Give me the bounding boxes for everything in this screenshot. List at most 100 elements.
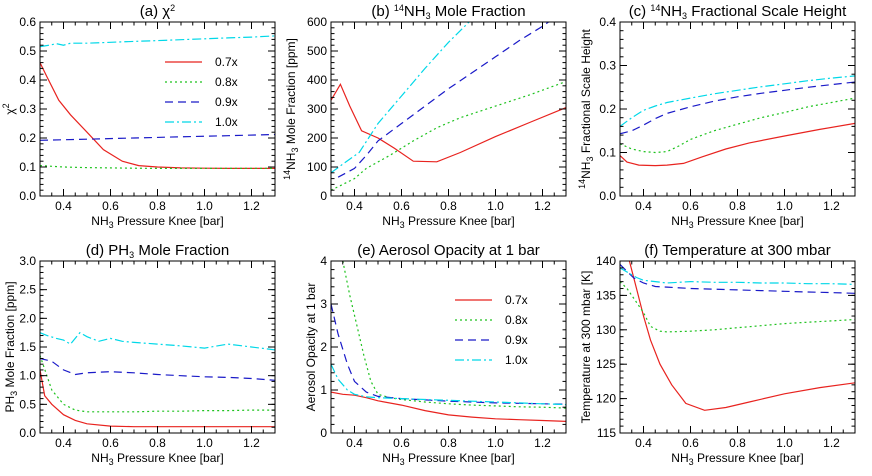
y-tick-label: 0.4 xyxy=(599,15,616,29)
panel-title: (f) Temperature at 300 mbar xyxy=(644,242,830,259)
series-line-1.0x xyxy=(620,75,855,127)
x-tick-label: 1.2 xyxy=(243,436,260,450)
y-tick-label: 0.5 xyxy=(19,397,36,411)
y-tick-label: 4 xyxy=(320,254,327,268)
x-tick-label: 1.2 xyxy=(534,436,551,450)
panel-title-pre: (c) xyxy=(629,3,651,20)
panel-title-pre: (b) xyxy=(371,3,394,20)
y-axis-label: χ2 xyxy=(1,103,17,114)
panel-title-post: Fractional Scale Height xyxy=(687,3,847,20)
series-line-0.7x xyxy=(620,122,855,167)
panel-title-sup: 2 xyxy=(170,3,175,13)
panel-1: 0.4 0.6 0.8 1.0 1.2 0.0 0.1 0.2 0.3 0.4 0.5 0.6 (a) … xyxy=(1,3,276,230)
panel-title-pre: (a) χ xyxy=(140,3,171,20)
y-tick-label: 2 xyxy=(320,340,327,354)
x-axis-label-post: Pressure Knee [bar] xyxy=(405,214,515,228)
y-axis-label-mid: NH xyxy=(579,162,593,179)
y-axis-label-mid: NH xyxy=(284,153,298,170)
y-tick-label: 0.0 xyxy=(19,426,36,440)
x-tick-label: 1.0 xyxy=(196,436,213,450)
y-tick-label: 1.5 xyxy=(19,340,36,354)
series-line-0.9x xyxy=(331,303,566,405)
y-tick-label: 0.1 xyxy=(19,160,36,174)
series-line-0.7x xyxy=(40,62,275,169)
y-tick-label: 0 xyxy=(320,426,327,440)
x-tick-label: 1.0 xyxy=(487,199,504,213)
y-axis-label-sub: 3 xyxy=(290,148,300,153)
y-axis-label: 14NH3 Fractional Scale Height xyxy=(577,28,595,188)
x-tick-label: 1.0 xyxy=(776,199,793,213)
y-tick-label: 100 xyxy=(307,160,327,174)
x-axis-label-post: Pressure Knee [bar] xyxy=(114,451,224,465)
x-axis-label: NH3 Pressure Knee [bar] xyxy=(91,451,223,467)
y-tick-label: 0.2 xyxy=(599,102,616,116)
x-tick-label: 0.6 xyxy=(393,199,410,213)
y-tick-label: 0.5 xyxy=(19,44,36,58)
legend: 0.7x 0.8x 0.9x 1.0x xyxy=(455,293,528,367)
x-axis-label-pre: NH xyxy=(671,451,688,465)
series-line-0.8x xyxy=(620,97,855,154)
y-tick-label: 0.4 xyxy=(19,73,36,87)
legend-label: 1.0x xyxy=(215,115,238,129)
y-tick-label: 0.1 xyxy=(599,146,616,160)
x-axis-label-post: Pressure Knee [bar] xyxy=(405,451,515,465)
legend: 0.7x 0.8x 0.9x 1.0x xyxy=(165,55,238,129)
panel-3: 0.4 0.6 0.8 1.0 1.20.00.10.20.30.4(c) 14NH3 … xyxy=(577,3,856,230)
series-line-1.0x xyxy=(331,363,566,406)
series-line-0.8x xyxy=(40,355,275,413)
x-axis-label: NH3 Pressure Knee [bar] xyxy=(382,451,514,467)
x-axis-label: NH3 Pressure Knee [bar] xyxy=(671,214,803,230)
x-tick-label: 0.6 xyxy=(682,199,699,213)
y-tick-label: 135 xyxy=(596,288,616,302)
x-tick-label: 0.4 xyxy=(635,436,652,450)
plot-frame xyxy=(619,21,856,197)
panel-title: (e) Aerosol Opacity at 1 bar xyxy=(357,242,540,259)
x-axis-label-post: Pressure Knee [bar] xyxy=(694,214,804,228)
series-line-0.9x xyxy=(337,22,550,178)
y-axis-label-sup: 14 xyxy=(282,170,292,180)
y-axis-label-pre: PH xyxy=(3,396,17,413)
panel-title-sub: 3 xyxy=(426,11,431,21)
series-line-0.8x xyxy=(620,281,855,333)
y-axis-label: PH3 Mole Fraction [ppm] xyxy=(3,281,19,412)
y-tick-label: 130 xyxy=(596,323,616,337)
panel-title-post: Mole Fraction xyxy=(134,242,229,259)
y-axis-label: Aerosol Opacity at 1 bar xyxy=(304,283,318,412)
y-tick-label: 400 xyxy=(307,73,327,87)
series-line-1.0x xyxy=(620,267,855,285)
x-tick-label: 0.4 xyxy=(55,436,72,450)
x-tick-label: 0.8 xyxy=(440,199,457,213)
y-axis-label-sup: 14 xyxy=(577,179,587,189)
legend-label: 0.7x xyxy=(505,293,528,307)
plot-frame xyxy=(330,21,567,197)
y-axis-label-post: Mole Fraction [ppm] xyxy=(3,281,17,390)
y-axis-label-pre: Temperature at 300 mbar [K] xyxy=(579,271,593,424)
x-axis-label-pre: NH xyxy=(382,214,399,228)
series-line-0.8x xyxy=(331,80,566,191)
x-axis-label-sub: 3 xyxy=(689,220,694,230)
y-axis-label-sup: 2 xyxy=(1,103,11,108)
y-tick-label: 0.6 xyxy=(19,15,36,29)
y-tick-label: 2.5 xyxy=(19,283,36,297)
panel-title-sub: 3 xyxy=(682,11,687,21)
panel-6: 0.4 0.6 0.8 1.0 1.2 115 120 125 130 135 140 (f) Tem… xyxy=(579,242,856,467)
x-axis-label-sub: 3 xyxy=(109,457,114,467)
y-tick-label: 3 xyxy=(320,297,327,311)
y-tick-label: 1.0 xyxy=(19,369,36,383)
y-axis-label-post: Fractional Scale Height xyxy=(579,28,593,156)
x-tick-label: 1.2 xyxy=(534,199,551,213)
y-tick-label: 0 xyxy=(320,189,327,203)
x-tick-label: 1.2 xyxy=(823,199,840,213)
series-line-0.7x xyxy=(40,369,275,428)
panel-title-sup: 14 xyxy=(650,3,660,13)
y-tick-label: 125 xyxy=(596,357,616,371)
x-tick-label: 1.2 xyxy=(823,436,840,450)
x-tick-label: 0.4 xyxy=(346,436,363,450)
x-axis-label-sub: 3 xyxy=(400,457,405,467)
x-tick-label: 0.6 xyxy=(102,199,119,213)
x-axis-label-pre: NH xyxy=(91,214,108,228)
panel-title: (d) PH3 Mole Fraction xyxy=(86,242,229,260)
y-tick-label: 300 xyxy=(307,102,327,116)
y-tick-label: 115 xyxy=(597,426,616,440)
x-axis-label: NH3 Pressure Knee [bar] xyxy=(671,451,803,467)
